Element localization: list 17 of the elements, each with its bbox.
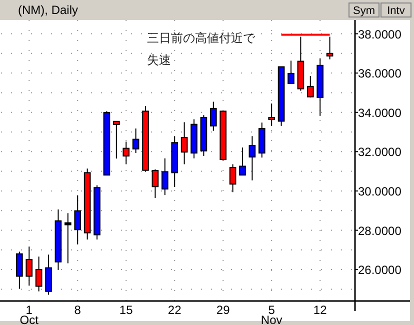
annotation: 三日前の高値付近で — [147, 31, 256, 45]
x-tick-label: 22 — [168, 303, 182, 317]
y-tick-label: 26.0000 — [358, 263, 402, 278]
x-tick-label: 1 Oct — [20, 303, 40, 325]
y-tick-label: 28.0000 — [358, 224, 402, 238]
y-tick-label: 36.0000 — [358, 66, 402, 81]
y-tick-label: 38.0000 — [358, 27, 402, 42]
y-tick-label: 30.0000 — [358, 184, 402, 198]
x-tick-label: 29 — [216, 303, 230, 317]
y-tick-label: 34.0000 — [358, 106, 402, 120]
y-tick-label: 32.0000 — [358, 145, 402, 160]
annotation: 失速 — [147, 53, 171, 67]
x-tick-label: 8 — [74, 303, 82, 317]
x-tick-label: 12 — [313, 303, 328, 317]
x-tick-label: 15 — [119, 303, 134, 317]
chart-title: (NM), Daily — [18, 3, 78, 17]
x-tick-label: 5 Nov — [260, 303, 282, 325]
